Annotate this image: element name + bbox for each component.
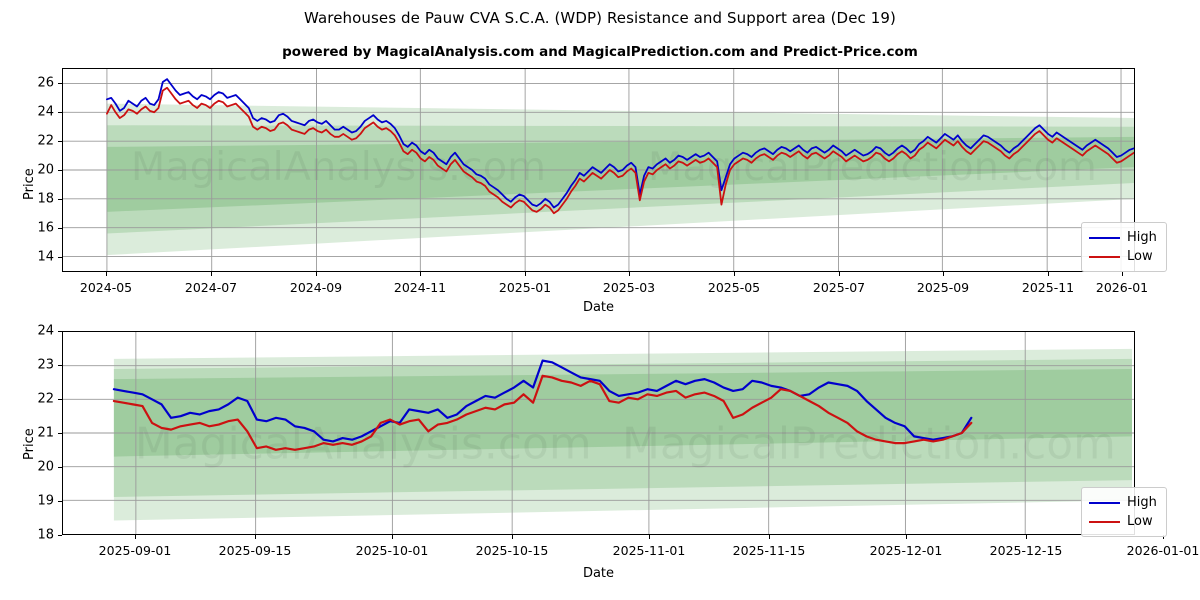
x-tick-label: 2026-01: [1095, 280, 1149, 295]
x-tick-mark: [943, 272, 944, 276]
y-tick-mark: [58, 501, 62, 502]
legend-label-low: Low: [1127, 249, 1153, 264]
y-tick-mark: [58, 170, 62, 171]
x-tick-mark: [392, 535, 393, 539]
y-tick-label: 26: [37, 75, 54, 91]
y-tick-label: 21: [37, 425, 54, 441]
x-tick-label: 2024-11: [393, 280, 447, 295]
x-tick-label: 2024-09: [289, 280, 343, 295]
svg-text:MagicalPrediction.com: MagicalPrediction.com: [622, 419, 1116, 470]
legend-label-low: Low: [1127, 514, 1153, 529]
low-line-swatch-icon: [1089, 520, 1120, 523]
x-tick-label: 2025-12-01: [869, 543, 943, 558]
svg-text:MagicalAnalysis.com: MagicalAnalysis.com: [135, 419, 592, 470]
y-tick-label: 22: [37, 133, 54, 149]
y-tick-mark: [58, 535, 62, 536]
page-title: Warehouses de Pauw CVA S.C.A. (WDP) Resi…: [304, 9, 896, 27]
x-tick-label: 2024-07: [184, 280, 238, 295]
x-tick-label: 2025-03: [602, 280, 656, 295]
x-tick-label: 2025-11-01: [612, 543, 686, 558]
y-tick-mark: [58, 257, 62, 259]
x-tick-mark: [106, 272, 107, 276]
x-tick-mark: [420, 272, 421, 276]
x-tick-mark: [211, 272, 212, 276]
y-tick-mark: [58, 365, 62, 366]
y-tick-label: 20: [37, 459, 54, 475]
x-tick-label: 2025-05: [707, 280, 761, 295]
y-tick-label: 20: [37, 162, 54, 178]
x-tick-label: 2025-12-15: [989, 543, 1063, 558]
page-subtitle: powered by MagicalAnalysis.com and Magic…: [282, 44, 918, 60]
x-tick-mark: [629, 272, 630, 276]
high-line-swatch-icon: [1089, 501, 1120, 504]
legend-entry-high: High: [1089, 228, 1157, 247]
y-tick-label: 19: [37, 493, 54, 509]
x-tick-label: 2025-09-01: [98, 543, 172, 558]
legend-entry-low: Low: [1089, 512, 1157, 531]
y-tick-label: 16: [37, 220, 54, 236]
top-chart-legend: High Low: [1081, 222, 1167, 272]
y-tick-mark: [58, 433, 62, 434]
legend-entry-low: Low: [1089, 247, 1157, 266]
x-tick-mark: [906, 535, 907, 539]
y-tick-mark: [58, 331, 62, 332]
high-line-swatch-icon: [1089, 236, 1120, 239]
x-tick-mark: [1048, 272, 1049, 276]
x-tick-mark: [512, 535, 513, 539]
legend-label-high: High: [1127, 495, 1157, 510]
y-tick-label: 18: [37, 527, 54, 543]
x-tick-label: 2024-05: [79, 280, 133, 295]
x-tick-mark: [734, 272, 735, 276]
y-tick-label: 24: [37, 104, 54, 120]
x-tick-mark: [316, 272, 317, 276]
y-tick-label: 24: [37, 323, 54, 339]
x-tick-mark: [135, 535, 136, 539]
low-line-swatch-icon: [1089, 255, 1120, 258]
y-tick-mark: [58, 111, 62, 113]
legend-entry-high: High: [1089, 493, 1157, 512]
x-tick-label: 2025-01: [498, 280, 552, 295]
bottom-chart-x-axis-label: Date: [582, 566, 615, 581]
x-tick-mark: [255, 535, 256, 539]
y-tick-mark: [58, 82, 62, 84]
top-chart-x-axis-label: Date: [582, 300, 615, 315]
top-chart-svg: MagicalAnalysis.com MagicalPrediction.com…: [63, 69, 1134, 271]
y-tick-label: 14: [37, 249, 54, 265]
x-tick-label: 2025-07: [812, 280, 866, 295]
y-tick-mark: [58, 228, 62, 230]
bottom-chart-plot-area: MagicalAnalysis.com MagicalPrediction.com: [62, 331, 1135, 535]
x-tick-label: 2025-11-15: [732, 543, 806, 558]
legend-label-high: High: [1127, 230, 1157, 245]
x-tick-label: 2025-09: [916, 280, 970, 295]
y-tick-mark: [58, 199, 62, 201]
x-tick-mark: [649, 535, 650, 539]
svg-text:MagicalAnalysis.com: MagicalAnalysis.com: [131, 144, 546, 190]
x-tick-label: 2025-11: [1021, 280, 1075, 295]
top-chart-plot-area: MagicalAnalysis.com MagicalPrediction.com…: [62, 68, 1135, 272]
bottom-chart-svg: MagicalAnalysis.com MagicalPrediction.com: [63, 332, 1134, 534]
y-tick-mark: [58, 140, 62, 142]
y-tick-label: 18: [37, 191, 54, 207]
y-tick-label: 23: [37, 357, 54, 373]
x-tick-mark: [525, 272, 526, 276]
x-tick-mark: [1122, 272, 1123, 276]
x-tick-label: 2025-09-15: [218, 543, 292, 558]
x-tick-label: 2026-01-01: [1126, 543, 1200, 558]
x-tick-mark: [769, 535, 770, 539]
x-tick-label: 2025-10-01: [355, 543, 429, 558]
x-tick-mark: [1163, 535, 1164, 539]
y-tick-mark: [58, 399, 62, 400]
bottom-chart-legend: High Low: [1081, 487, 1167, 537]
y-tick-mark: [58, 467, 62, 468]
x-tick-mark: [1026, 535, 1027, 539]
x-tick-mark: [839, 272, 840, 276]
x-tick-label: 2025-10-15: [475, 543, 549, 558]
y-tick-label: 22: [37, 391, 54, 407]
